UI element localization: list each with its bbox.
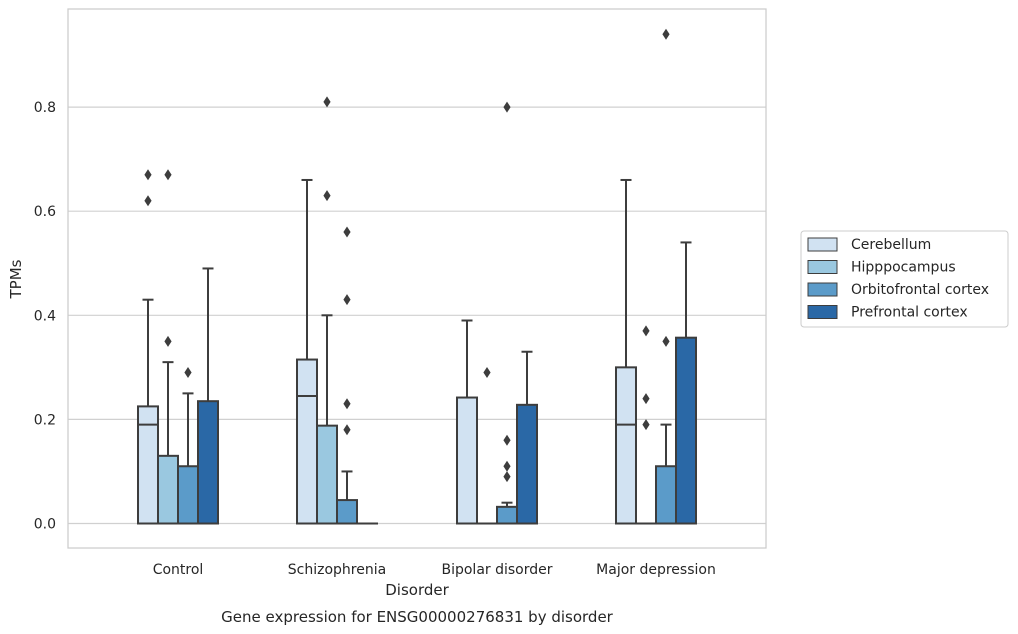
box [177, 465, 199, 525]
outlier-point [164, 169, 172, 181]
outlier-point [662, 335, 670, 347]
outlier-point [642, 393, 650, 405]
outlier-point [662, 28, 670, 40]
outlier-point [164, 335, 172, 347]
outlier-point [343, 398, 351, 410]
outlier-point [503, 471, 511, 483]
series-prefrontal-cortex [197, 241, 697, 525]
outlier-point [642, 419, 650, 431]
legend: Cerebellum Hipppocampus Orbitofrontal cort… [800, 230, 1009, 328]
legend-label: Cerebellum [851, 237, 931, 253]
chart-caption: Gene expression for ENSG00000276831 by d… [221, 608, 614, 626]
outlier-point [343, 424, 351, 436]
outlier-point [323, 190, 331, 202]
x-tick-label: Bipolar disorder [441, 562, 552, 578]
legend-swatch [807, 305, 838, 319]
y-tick-label: 0.2 [34, 412, 56, 428]
box [456, 396, 478, 525]
outlier-point [483, 367, 491, 379]
outlier-point [144, 195, 152, 207]
outlier-point [343, 226, 351, 238]
series-cerebellum [137, 169, 637, 525]
box-series [137, 28, 697, 525]
x-tick-label: Control [153, 562, 204, 578]
box [496, 505, 518, 525]
y-tick-label: 0.8 [34, 100, 56, 116]
legend-label: Prefrontal cortex [851, 305, 968, 321]
box [197, 400, 219, 525]
y-tick-label: 0.4 [34, 308, 56, 324]
outlier-point [144, 169, 152, 181]
outlier-point [503, 434, 511, 446]
y-axis-ticks: 0.0 0.2 0.4 0.6 0.8 [34, 100, 56, 532]
x-tick-label: Schizophrenia [288, 562, 386, 578]
legend-label: Hipppocampus [851, 260, 956, 276]
plot-frame [67, 8, 767, 549]
box [336, 499, 358, 525]
x-tick-label: Major depression [596, 562, 716, 578]
box [675, 336, 697, 525]
legend-swatch [807, 237, 838, 252]
series-hipppocampus [157, 96, 657, 525]
outlier-point [343, 294, 351, 306]
y-tick-label: 0.6 [34, 204, 56, 220]
box [157, 454, 179, 525]
box [655, 465, 677, 525]
series-orbitofrontal-cortex [177, 28, 677, 525]
outlier-point [184, 367, 192, 379]
legend-frame [800, 230, 1009, 328]
y-tick-label: 0.0 [34, 517, 56, 533]
legend-label: Orbitofrontal cortex [851, 282, 989, 298]
x-axis-ticks: Control Schizophrenia Bipolar disorder Majo… [153, 562, 716, 578]
box [296, 358, 318, 525]
box [615, 366, 637, 525]
box [516, 403, 538, 525]
outlier-point [503, 101, 511, 113]
box [316, 424, 338, 525]
x-axis-label: Disorder [385, 581, 449, 599]
outlier-point [503, 460, 511, 472]
outlier-point [323, 96, 331, 108]
legend-swatch [807, 260, 838, 274]
y-axis-label: TPMs [7, 259, 25, 299]
outlier-point [642, 325, 650, 337]
legend-swatch [807, 282, 838, 297]
